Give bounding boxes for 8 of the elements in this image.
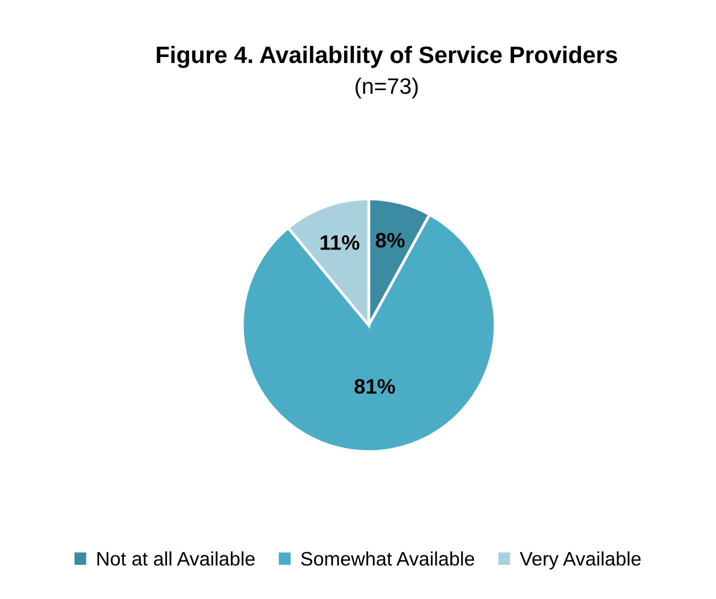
- chart-title: Figure 4. Availability of Service Providers: [156, 46, 618, 68]
- legend-label: Not at all Available: [97, 551, 255, 566]
- data-label: 81%: [354, 379, 395, 394]
- chart-subtitle: (n=73): [356, 78, 418, 98]
- legend-label: Very Available: [520, 551, 641, 570]
- legend-label: Somewhat Available: [301, 551, 474, 566]
- data-label: 11%: [320, 235, 360, 250]
- data-label: 8%: [376, 232, 405, 248]
